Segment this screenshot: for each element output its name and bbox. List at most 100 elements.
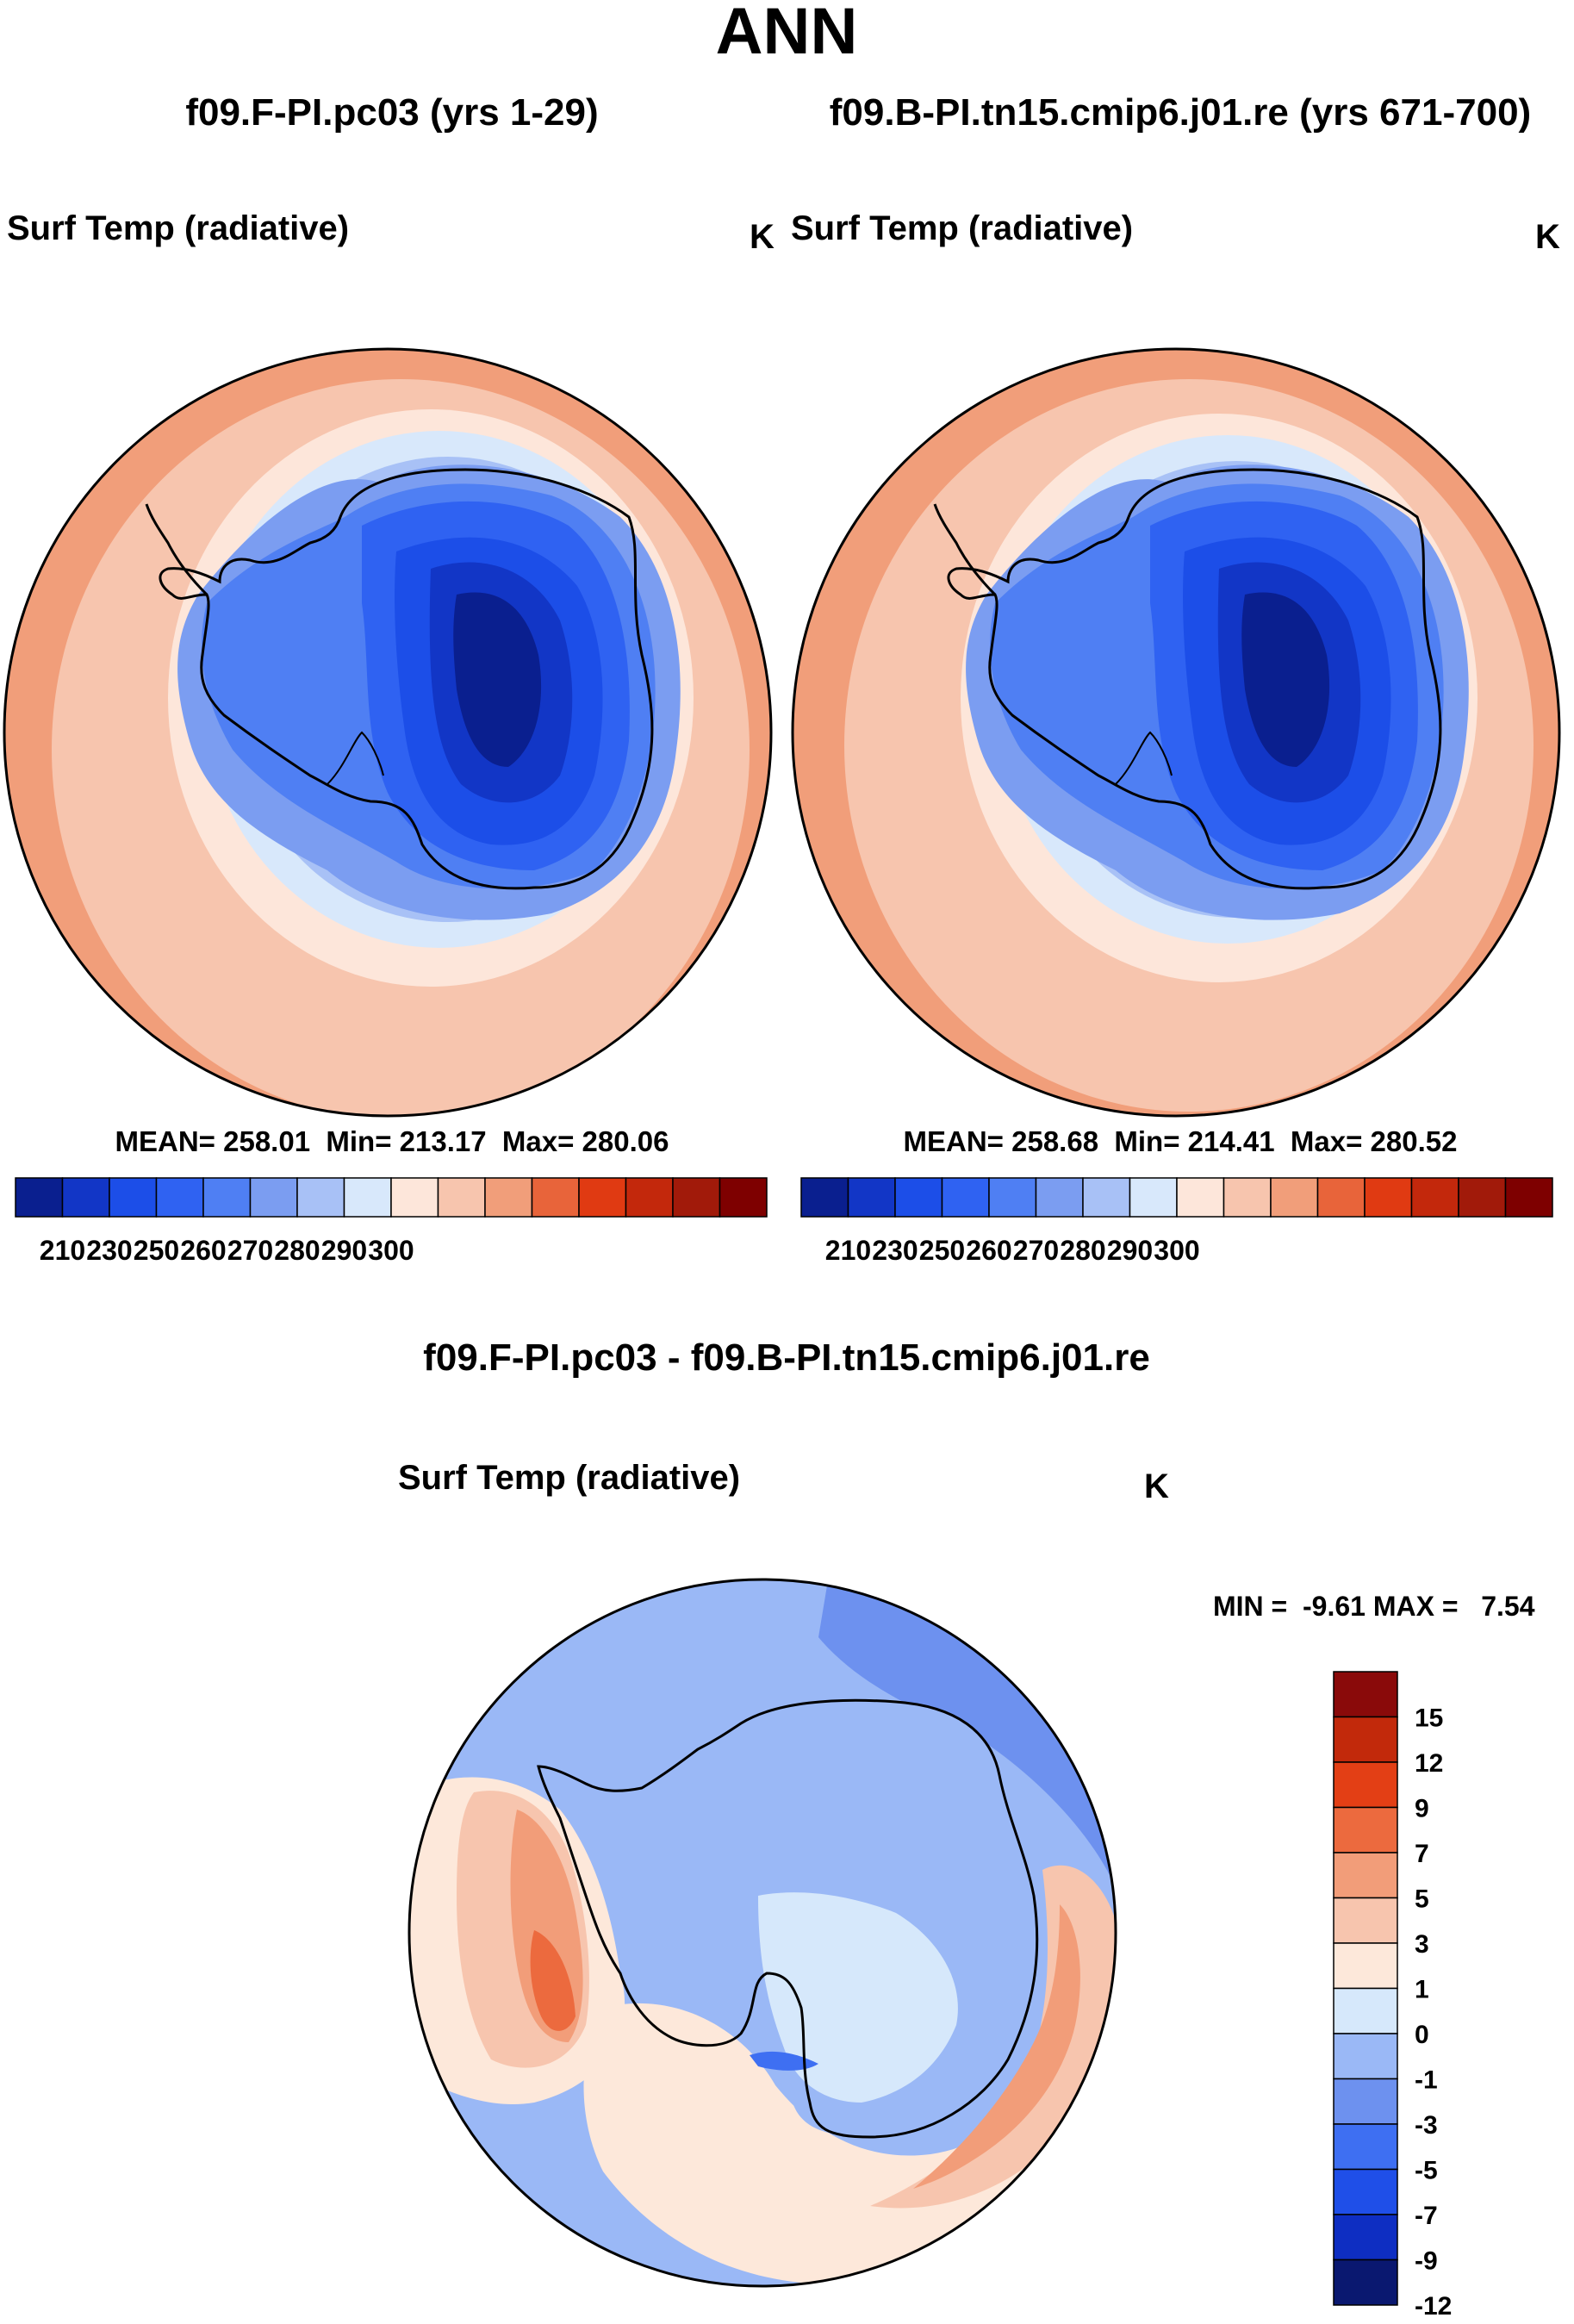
left-map-ross-shelf <box>327 731 384 785</box>
right-map-frame <box>791 347 1561 1118</box>
diff-colorbar-tick-label: 0 <box>1415 2021 1429 2049</box>
right-colorbar-swatch-4 <box>988 1177 1037 1218</box>
left-colorbar-swatch-14 <box>672 1177 721 1218</box>
diff-colorbar-swatch-8 <box>1333 2033 1398 2080</box>
diff-colorbar-swatch-12 <box>1333 2214 1398 2261</box>
right-colorbar-swatch-13 <box>1410 1177 1459 1218</box>
diff-colorbar-swatch-5 <box>1333 1897 1398 1944</box>
left-colorbar-swatch-1 <box>61 1177 110 1218</box>
right-colorbar-tick-label: 300 <box>1154 1235 1199 1266</box>
left-map-frame <box>3 347 773 1118</box>
right-colorbar-tick-label: 280 <box>1060 1235 1105 1266</box>
right-colorbar-tick-label: 290 <box>1107 1235 1153 1266</box>
left-map <box>4 349 771 1116</box>
left-colorbar-swatch-6 <box>296 1177 345 1218</box>
left-variable-label: Surf Temp (radiative) <box>7 209 349 247</box>
diff-map-cold-streak <box>750 2051 818 2071</box>
diff-map-east-warm-arc <box>870 1865 1116 2209</box>
right-colorbar-swatch-8 <box>1176 1177 1225 1218</box>
right-map <box>793 349 1559 1116</box>
diff-map-frame <box>407 1578 1117 2288</box>
right-map-ross-shelf <box>1115 731 1173 785</box>
diff-colorbar-tick-label: -5 <box>1415 2157 1438 2185</box>
right-case-title: f09.B-PI.tn15.cmip6.j01.re (yrs 671-700) <box>830 91 1531 134</box>
diff-map-east-warm-arc-5 <box>913 1904 1080 2189</box>
diff-colorbar-tick-label: 1 <box>1415 1976 1429 2004</box>
diff-colorbar-tick-label: 3 <box>1415 1930 1429 1959</box>
left-colorbar-swatch-0 <box>15 1177 64 1218</box>
left-colorbar-tick-label: 300 <box>368 1235 414 1266</box>
left-colorbar-tick-label: 230 <box>86 1235 132 1266</box>
right-colorbar-tick-label: 250 <box>919 1235 965 1266</box>
right-colorbar-swatch-0 <box>800 1177 849 1218</box>
right-colorbar-swatch-11 <box>1316 1177 1366 1218</box>
left-map-ice-205 <box>453 592 542 767</box>
diff-colorbar-swatch-10 <box>1333 2123 1398 2171</box>
left-colorbar-swatch-8 <box>390 1177 439 1218</box>
diff-colorbar-swatch-9 <box>1333 2078 1398 2125</box>
left-colorbar-swatch-7 <box>343 1177 392 1218</box>
right-variable-label: Surf Temp (radiative) <box>791 209 1133 247</box>
right-colorbar-swatch-15 <box>1504 1177 1553 1218</box>
diff-colorbar-tick-label: 9 <box>1415 1795 1429 1823</box>
diff-colorbar-tick-label: -3 <box>1415 2111 1438 2140</box>
left-colorbar-swatch-3 <box>155 1177 204 1218</box>
left-colorbar-swatch-5 <box>249 1177 298 1218</box>
right-colorbar-swatch-6 <box>1082 1177 1131 1218</box>
left-colorbar-tick-label: 270 <box>227 1235 273 1266</box>
diff-map <box>409 1579 1116 2286</box>
diff-colorbar-swatch-4 <box>1333 1852 1398 1899</box>
diff-colorbar-tick-label: 12 <box>1415 1749 1443 1778</box>
right-colorbar-tick-label: 270 <box>1013 1235 1059 1266</box>
diff-colorbar-tick-label: 5 <box>1415 1885 1429 1914</box>
diff-colorbar-tick-label: 15 <box>1415 1704 1443 1733</box>
right-colorbar-tick-label: 260 <box>966 1235 1011 1266</box>
right-colorbar-swatch-12 <box>1364 1177 1413 1218</box>
left-colorbar-tick-label: 210 <box>40 1235 85 1266</box>
diff-colorbar-tick-label: -1 <box>1415 2066 1438 2095</box>
diff-colorbar-tick-label: -7 <box>1415 2202 1438 2230</box>
diff-map-coastline <box>537 1698 1039 2139</box>
right-map-coastline <box>947 468 1442 890</box>
diff-case-title: f09.F-PI.pc03 - f09.B-PI.tn15.cmip6.j01.… <box>423 1336 1150 1379</box>
left-colorbar-tick-label: 290 <box>321 1235 367 1266</box>
left-colorbar-tick-label: 280 <box>274 1235 320 1266</box>
left-colorbar-tick-label: 260 <box>180 1235 226 1266</box>
right-colorbar-tick-label: 230 <box>872 1235 918 1266</box>
diff-stats: MIN = -9.61 MAX = 7.54 <box>1213 1591 1535 1622</box>
diff-colorbar-swatch-7 <box>1333 1987 1398 2034</box>
right-colorbar-swatch-3 <box>941 1177 990 1218</box>
left-map-peninsula <box>145 503 208 596</box>
diff-colorbar-swatch-0 <box>1333 1671 1398 1718</box>
left-stats: MEAN= 258.01 Min= 213.17 Max= 280.06 <box>115 1125 669 1157</box>
right-colorbar-swatch-2 <box>894 1177 943 1218</box>
left-colorbar-swatch-11 <box>531 1177 580 1218</box>
right-colorbar: 210 230 250 260 270 280 290 300 <box>800 1177 1553 1266</box>
left-colorbar-swatch-2 <box>109 1177 158 1218</box>
right-colorbar-tick-label: 210 <box>825 1235 871 1266</box>
right-units-label: K <box>1535 218 1560 256</box>
right-colorbar-swatch-10 <box>1270 1177 1319 1218</box>
right-stats: MEAN= 258.68 Min= 214.41 Max= 280.52 <box>904 1125 1458 1157</box>
left-colorbar: 210 230 250 260 270 280 290 300 <box>15 1177 768 1266</box>
right-map-ice-205 <box>1241 592 1330 767</box>
diff-colorbar-tick-label: -9 <box>1415 2247 1438 2276</box>
right-colorbar-swatch-7 <box>1129 1177 1178 1218</box>
right-colorbar-swatch-14 <box>1458 1177 1507 1218</box>
left-colorbar-swatch-12 <box>578 1177 627 1218</box>
left-colorbar-swatch-9 <box>437 1177 486 1218</box>
diff-colorbar-tick-label: 7 <box>1415 1840 1429 1868</box>
left-case-title: f09.F-PI.pc03 (yrs 1-29) <box>185 91 598 134</box>
left-map-coastline <box>159 468 654 890</box>
main-title: ANN <box>716 0 858 68</box>
diff-colorbar-swatch-6 <box>1333 1942 1398 1990</box>
diff-colorbar-swatch-11 <box>1333 2168 1398 2215</box>
left-units-label: K <box>750 218 775 256</box>
left-colorbar-swatch-10 <box>484 1177 533 1218</box>
right-colorbar-swatch-5 <box>1035 1177 1084 1218</box>
diff-units-label: K <box>1144 1467 1169 1505</box>
right-colorbar-swatch-9 <box>1222 1177 1272 1218</box>
diff-variable-label: Surf Temp (radiative) <box>398 1459 740 1497</box>
